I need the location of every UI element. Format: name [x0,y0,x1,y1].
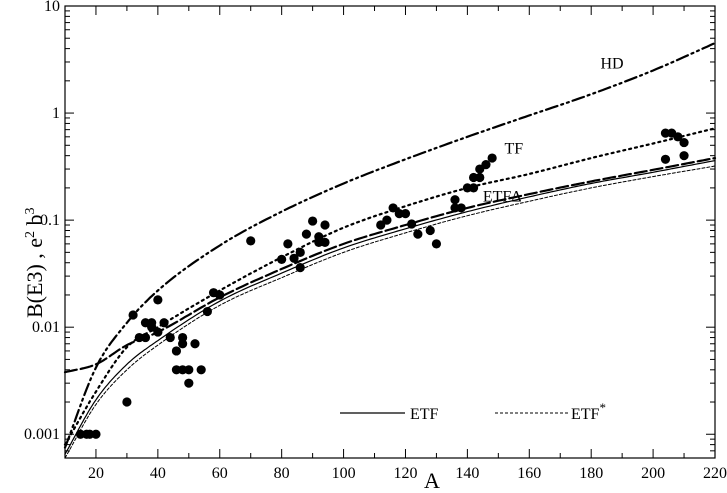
data-point [673,132,683,142]
data-point [153,295,163,305]
data-points-layer [75,128,689,439]
x-tick-label: 160 [517,465,541,482]
x-tick-label: 60 [212,465,228,482]
data-point [487,153,497,163]
data-point [320,237,330,247]
data-point [382,215,392,225]
data-point [413,229,423,239]
curve-etf [64,160,716,455]
data-point [190,339,200,349]
plot-frame [64,5,716,459]
data-point [295,247,305,257]
data-point [431,239,442,249]
data-point [301,229,312,239]
curve-labels: HD TF ETFΔ [483,56,624,206]
curve-label: TF [505,140,524,157]
data-point [456,203,466,213]
y-axis-label-mid: b [22,214,47,231]
data-point [320,220,330,230]
legend-label-etf-star: ETF* [571,400,606,423]
data-point [679,137,689,148]
data-point [178,339,188,349]
y-axis-label: B(E3) , e2 b3 [22,207,47,318]
x-tick-label: 220 [703,465,727,482]
curve-tf [63,127,717,446]
data-point [246,236,256,246]
data-point [140,332,151,343]
y-axis-label-sup-1: 2 [23,231,38,238]
curves-layer [63,42,717,459]
data-point [400,209,411,219]
y-axis-label-sup-2: 3 [23,207,38,214]
data-point [283,239,293,249]
data-point [184,365,194,375]
data-point [202,306,212,317]
y-tick-label: 0.01 [32,319,60,336]
x-tick-label: 140 [455,465,479,482]
data-point [147,322,157,332]
data-point [215,290,225,300]
data-point [289,253,299,263]
data-point [277,254,287,264]
x-tick-label: 80 [274,465,290,482]
data-point [475,172,485,183]
data-point [660,154,671,164]
data-point [91,429,101,439]
data-point [450,195,460,205]
legend-label-etf-star-main: ETF [571,406,600,423]
x-tick-label: 20 [88,465,104,482]
x-tick-label: 40 [150,465,166,482]
y-axis-label-main: B(E3) , e [22,238,47,318]
legend-label-etf-star-sup: * [599,400,606,415]
curve-hd [63,42,717,449]
data-point [308,216,318,226]
data-point [184,378,194,388]
curve-label: ETFΔ [483,188,522,205]
y-tick-label: 0.001 [24,426,60,443]
curve-etf-delta [63,157,717,374]
data-point [171,346,182,356]
x-axis-label: A [424,468,440,493]
data-point [376,220,386,230]
legend: ETF ETF* [340,400,606,423]
x-axis-ticks: 20 40 60 80 100 120 140 160 180 200 220 [64,6,727,482]
data-point [196,365,206,375]
curve-etf-star [64,165,716,459]
data-point [128,310,138,320]
data-point [425,225,435,236]
x-tick-label: 120 [393,465,417,482]
data-point [159,318,169,328]
data-point [407,219,417,229]
legend-label-etf: ETF [410,406,439,423]
data-point [165,332,175,343]
data-point [295,263,305,273]
curve-label: HD [600,56,623,73]
data-point [122,397,132,407]
data-point [679,151,689,161]
x-tick-label: 200 [641,465,665,482]
y-tick-label: 10 [44,0,60,15]
y-tick-label: 0.1 [40,212,60,229]
x-tick-label: 180 [579,465,603,482]
data-point [468,183,479,193]
x-tick-label: 100 [332,465,356,482]
data-point [388,203,398,213]
y-tick-label: 1 [52,105,60,122]
y-axis-ticks: 0.001 0.01 0.1 1 10 [24,0,715,459]
data-point [153,327,163,337]
data-point [481,160,491,170]
